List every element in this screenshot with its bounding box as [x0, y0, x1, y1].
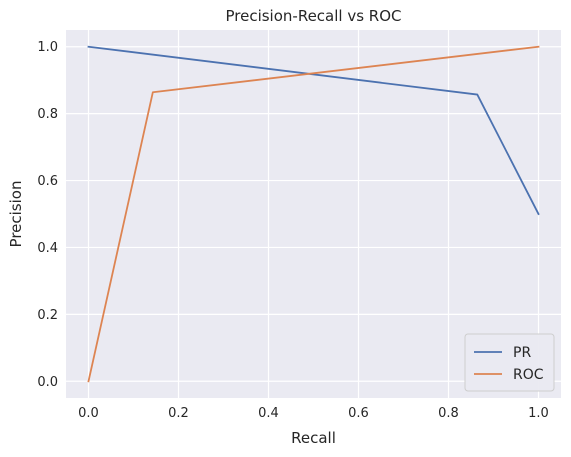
x-tick-label: 0.0 [78, 406, 99, 421]
legend-label-pr: PR [513, 345, 531, 361]
series-layer [87, 45, 540, 383]
series-line-pr [87, 45, 540, 216]
x-tick-label: 0.4 [258, 406, 279, 421]
x-axis-label: Recall [291, 429, 336, 447]
y-axis-label: Precision [7, 181, 25, 248]
x-tick-label: 0.8 [438, 406, 459, 421]
y-tick-label: 0.6 [37, 174, 58, 189]
legend-box [464, 333, 555, 392]
series-line-roc [87, 45, 540, 383]
grid [66, 30, 561, 398]
y-tick-label: 0.0 [37, 375, 58, 390]
y-tick-label: 0.4 [37, 241, 58, 256]
x-tick-label: 0.2 [168, 406, 189, 421]
legend-label-roc: ROC [513, 367, 544, 383]
x-tick-label: 0.6 [348, 406, 369, 421]
y-tick-label: 1.0 [37, 40, 58, 55]
legend: PR ROC [464, 333, 555, 392]
chart-title: Precision-Recall vs ROC [225, 7, 401, 25]
y-tick-label: 0.8 [37, 107, 58, 122]
y-tick-label: 0.2 [37, 308, 58, 323]
x-tick-label: 1.0 [528, 406, 549, 421]
tick-labels: 0.0 0.2 0.4 0.6 0.8 1.0 0.0 0.2 0.4 0.6 0.8 1.0 [37, 40, 549, 421]
